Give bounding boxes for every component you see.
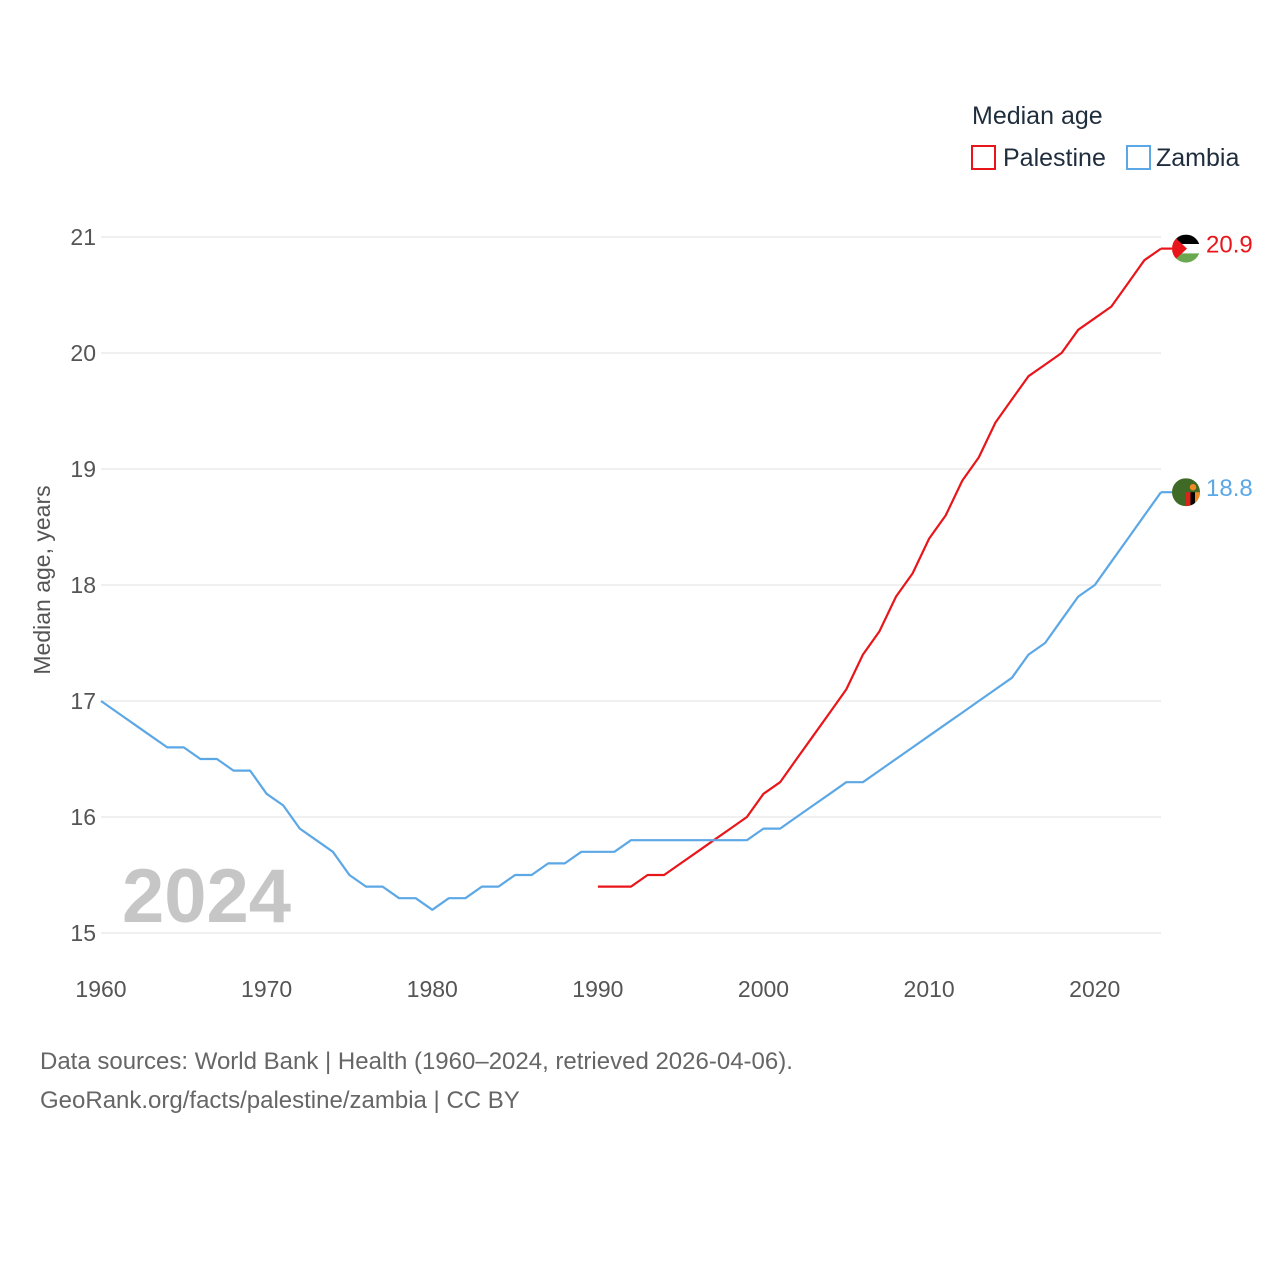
- x-axis-ticks: 1960 1970 1980 1990 2000 2010 2020: [75, 976, 1120, 1002]
- x-tick-label: 1960: [75, 976, 126, 1002]
- grid-lines: [101, 236, 1161, 934]
- x-tick-label: 1990: [572, 976, 623, 1002]
- y-tick-label: 17: [70, 688, 96, 714]
- palestine-flag-icon: [1172, 234, 1200, 263]
- x-tick-label: 1970: [241, 976, 292, 1002]
- y-axis-ticks: 15 16 17 18 19 20 21: [70, 224, 96, 946]
- end-value-label-palestine: 20.9: [1206, 232, 1253, 259]
- legend: Median age Palestine Zambia: [971, 102, 1239, 172]
- legend-item-zambia[interactable]: Zambia: [1126, 144, 1239, 172]
- y-tick-label: 21: [70, 224, 96, 250]
- legend-item-palestine[interactable]: Palestine: [971, 144, 1106, 172]
- x-tick-label: 2010: [904, 976, 955, 1002]
- y-tick-label: 15: [70, 920, 96, 946]
- x-tick-label: 2000: [738, 976, 789, 1002]
- y-axis-title: Median age, years: [29, 485, 55, 674]
- y-tick-label: 16: [70, 804, 96, 830]
- footer: Data sources: World Bank | Health (1960–…: [40, 1042, 793, 1120]
- current-year-label: 2024: [122, 854, 291, 939]
- series-line-palestine[interactable]: [597, 247, 1162, 888]
- source-link[interactable]: GeoRank.org/facts/palestine/zambia | CC …: [40, 1087, 520, 1114]
- line-chart: Median age Palestine Zambia 15 16 17 18 19 20…: [29, 102, 1253, 1002]
- end-value-label-zambia: 18.8: [1206, 475, 1253, 502]
- legend-title: Median age: [972, 102, 1103, 130]
- legend-label-palestine: Palestine: [1003, 144, 1106, 172]
- legend-label-zambia: Zambia: [1156, 144, 1239, 172]
- y-tick-label: 19: [70, 456, 96, 482]
- zambia-flag-icon: [1172, 478, 1200, 507]
- x-tick-label: 1980: [407, 976, 458, 1002]
- y-tick-label: 18: [70, 572, 96, 598]
- x-tick-label: 2020: [1069, 976, 1120, 1002]
- y-tick-label: 20: [70, 340, 96, 366]
- series-lines: [100, 247, 1172, 911]
- legend-swatch-palestine: [971, 145, 996, 170]
- data-source-text: Data sources: World Bank | Health (1960–…: [40, 1048, 793, 1075]
- series-line-zambia[interactable]: [100, 491, 1162, 911]
- legend-swatch-zambia: [1126, 145, 1151, 170]
